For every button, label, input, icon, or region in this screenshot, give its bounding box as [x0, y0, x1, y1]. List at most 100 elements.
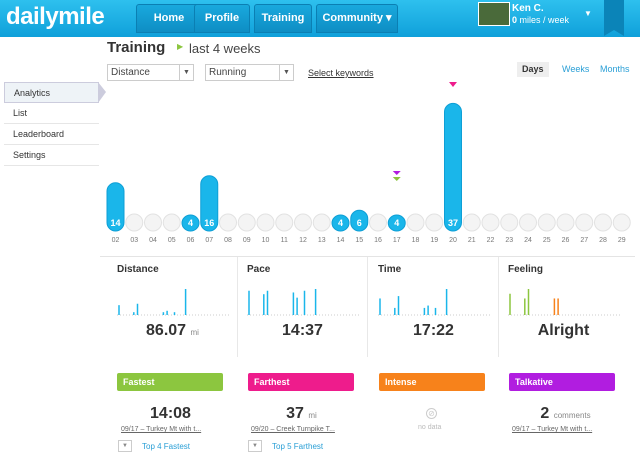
- no-data-icon: ⊘: [426, 408, 437, 419]
- fastest-marker-icon: [392, 177, 401, 181]
- miles-value: 0: [512, 15, 518, 25]
- user-menu-caret-icon[interactable]: ▼: [584, 9, 592, 18]
- bar-label-06: 4: [188, 218, 193, 228]
- tick-label-22: 22: [487, 237, 495, 244]
- logo[interactable]: dailymile: [6, 3, 105, 30]
- tick-label-24: 24: [524, 237, 532, 244]
- top-bar: dailymile Home Profile Training Communit…: [0, 0, 640, 37]
- tick-label-04: 04: [149, 237, 157, 244]
- tick-label-02: 02: [112, 237, 120, 244]
- empty-day-19: [425, 213, 444, 232]
- date-range[interactable]: last 4 weeks: [189, 41, 261, 56]
- bar-15: [350, 209, 369, 232]
- comment-marker-icon: [392, 171, 401, 175]
- sidebar-item-label: Leaderboard: [13, 129, 65, 139]
- empty-day-24: [519, 213, 537, 232]
- distance-chart: 14 02 03 04 05 4 06 16 07 08 09 10 11 12 13 4 14 6 15 16 4 17…: [106, 82, 631, 244]
- empty-day-11: [275, 213, 294, 232]
- bar-label-14: 4: [338, 218, 343, 228]
- pace-sparkline: [247, 289, 361, 316]
- sidebar-item-label: Settings: [13, 150, 46, 160]
- tick-label-14: 14: [337, 237, 345, 244]
- stat-label: Distance: [117, 264, 159, 275]
- user-name[interactable]: Ken C.: [512, 3, 544, 14]
- top-fastest-link[interactable]: Top 4 Fastest: [142, 442, 191, 451]
- sidebar: Analytics List Leaderboard Settings: [4, 82, 106, 166]
- empty-day-18: [406, 213, 425, 232]
- tick-label-18: 18: [412, 237, 420, 244]
- tick-label-19: 19: [430, 237, 438, 244]
- fastest-dropdown-icon[interactable]: ▼: [118, 440, 132, 452]
- stat-value: 86.07 mi: [107, 322, 238, 340]
- empty-day-27: [575, 213, 594, 232]
- bar-label-02: 14: [110, 218, 120, 228]
- distance-unit: mi: [190, 328, 199, 337]
- period-weeks[interactable]: Weeks: [562, 64, 590, 74]
- talkative-value: 2 comments: [503, 405, 628, 423]
- sidebar-item-analytics[interactable]: Analytics: [4, 82, 106, 103]
- feeling-sparkline: [508, 289, 622, 316]
- badge-intense: Intense: [379, 373, 485, 391]
- bar-label-20: 37: [448, 218, 458, 228]
- activity-select[interactable]: Running ▼: [205, 64, 294, 81]
- farthest-unit: mi: [308, 411, 317, 420]
- tick-label-26: 26: [562, 237, 570, 244]
- tick-label-12: 12: [299, 237, 307, 244]
- range-arrow-icon[interactable]: ▶: [177, 42, 184, 51]
- empty-day-26: [556, 213, 575, 232]
- avatar[interactable]: [478, 2, 510, 26]
- empty-day-04: [144, 213, 162, 232]
- nav-home[interactable]: Home: [136, 4, 202, 33]
- nav-profile[interactable]: Profile: [194, 4, 250, 33]
- empty-day-16: [369, 213, 387, 232]
- tick-label-16: 16: [374, 237, 382, 244]
- tick-label-13: 13: [318, 237, 326, 244]
- farthest-value: 37 mi: [239, 405, 364, 423]
- tick-label-28: 28: [599, 237, 607, 244]
- tick-label-25: 25: [543, 237, 551, 244]
- intense-no-data: no data: [418, 424, 442, 431]
- talkative-number: 2: [540, 405, 550, 422]
- sidebar-item-list[interactable]: List: [4, 103, 99, 124]
- tick-label-11: 11: [281, 237, 288, 244]
- nav-training[interactable]: Training: [254, 4, 312, 33]
- bookmark-flag-icon[interactable]: [604, 0, 624, 36]
- tick-label-03: 03: [130, 237, 138, 244]
- sidebar-item-leaderboard[interactable]: Leaderboard: [4, 124, 99, 145]
- badge-talkative: Talkative: [509, 373, 615, 391]
- metric-select[interactable]: Distance ▼: [107, 64, 194, 81]
- select-keywords-link[interactable]: Select keywords: [308, 68, 374, 78]
- empty-day-25: [537, 213, 556, 232]
- empty-day-12: [294, 213, 312, 232]
- distance-sparkline: [117, 289, 231, 316]
- fastest-value: 14:08: [150, 405, 191, 422]
- sidebar-item-settings[interactable]: Settings: [4, 145, 99, 166]
- divider: [100, 256, 635, 257]
- bar-label-17: 4: [394, 218, 399, 228]
- tick-label-29: 29: [618, 237, 626, 244]
- farthest-marker-icon: [449, 82, 457, 87]
- stat-label: Pace: [247, 264, 271, 275]
- tick-label-23: 23: [505, 237, 513, 244]
- farthest-run-link[interactable]: 09/20 – Creek Turnpike T...: [251, 426, 335, 433]
- time-sparkline: [378, 289, 492, 316]
- top-farthest-link[interactable]: Top 5 Farthest: [272, 442, 324, 451]
- bar-02: [106, 182, 125, 232]
- period-days[interactable]: Days: [517, 62, 549, 77]
- empty-day-13: [312, 213, 331, 232]
- fastest-run-link[interactable]: 09/17 – Turkey Mt with t...: [121, 426, 202, 433]
- metric-select-value: Distance: [111, 67, 150, 78]
- farthest-dropdown-icon[interactable]: ▼: [248, 440, 262, 452]
- stat-distance: Distance 86.07 mi: [107, 257, 238, 357]
- page-title: Training: [107, 39, 166, 56]
- badge-fastest: Fastest: [117, 373, 223, 391]
- bar-14: [331, 214, 350, 232]
- empty-day-28: [594, 213, 612, 232]
- tick-label-08: 08: [224, 237, 232, 244]
- empty-day-10: [256, 213, 275, 232]
- period-months[interactable]: Months: [600, 64, 630, 74]
- nav-community[interactable]: Community ▾: [316, 4, 398, 33]
- stat-feeling: Feeling Alright: [498, 257, 629, 357]
- talkative-run-link[interactable]: 09/17 – Turkey Mt with t...: [512, 426, 593, 433]
- tick-label-15: 15: [355, 237, 363, 244]
